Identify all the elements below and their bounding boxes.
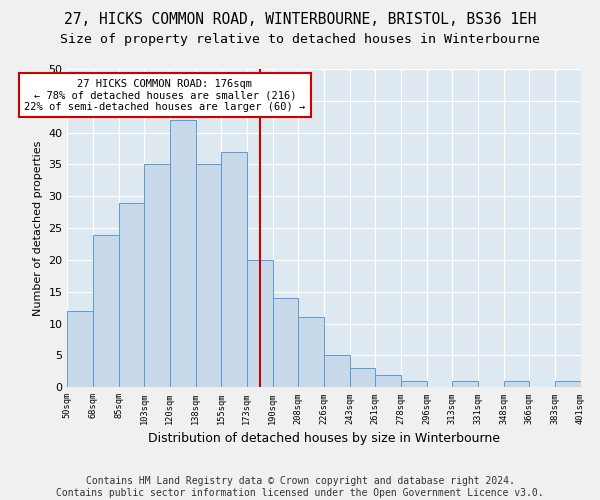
Bar [324, 356, 350, 388]
Bar [144, 164, 170, 388]
Text: 27, HICKS COMMON ROAD, WINTERBOURNE, BRISTOL, BS36 1EH: 27, HICKS COMMON ROAD, WINTERBOURNE, BRI… [64, 12, 536, 28]
Y-axis label: Number of detached properties: Number of detached properties [33, 140, 43, 316]
Bar [170, 120, 196, 388]
X-axis label: Distribution of detached houses by size in Winterbourne: Distribution of detached houses by size … [148, 432, 500, 445]
Text: Size of property relative to detached houses in Winterbourne: Size of property relative to detached ho… [60, 32, 540, 46]
Bar [67, 311, 93, 388]
Bar [196, 164, 221, 388]
Bar [555, 381, 581, 388]
Bar [350, 368, 375, 388]
Bar [247, 260, 272, 388]
Bar [375, 374, 401, 388]
Bar [298, 318, 324, 388]
Bar [452, 381, 478, 388]
Text: Contains HM Land Registry data © Crown copyright and database right 2024.
Contai: Contains HM Land Registry data © Crown c… [56, 476, 544, 498]
Bar [119, 202, 144, 388]
Bar [503, 381, 529, 388]
Bar [401, 381, 427, 388]
Text: 27 HICKS COMMON ROAD: 176sqm
← 78% of detached houses are smaller (216)
22% of s: 27 HICKS COMMON ROAD: 176sqm ← 78% of de… [24, 78, 305, 112]
Bar [272, 298, 298, 388]
Bar [93, 234, 119, 388]
Bar [221, 152, 247, 388]
